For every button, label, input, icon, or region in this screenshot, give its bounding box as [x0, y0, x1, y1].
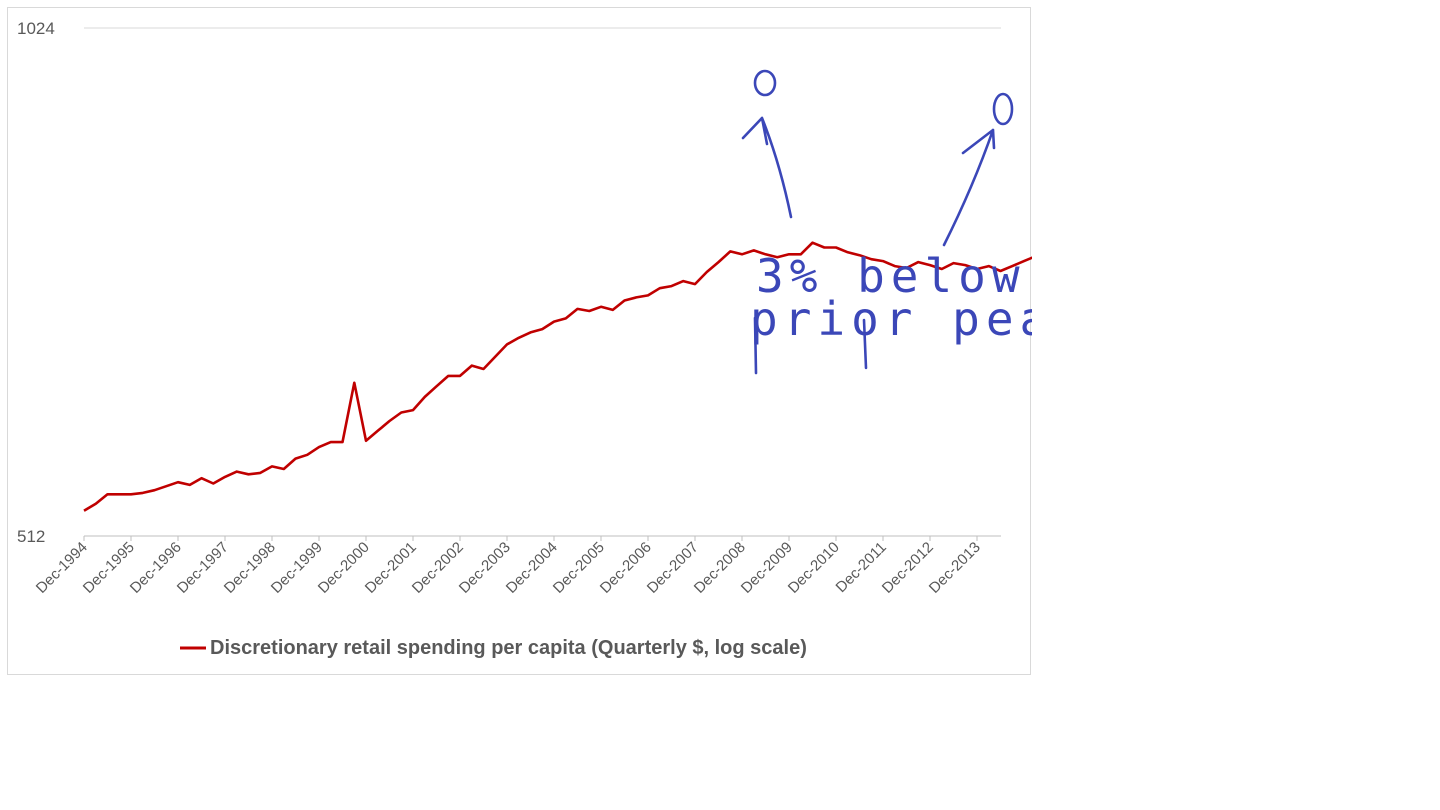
series-line-discretionary-spending — [83, 241, 1032, 512]
series-layer — [83, 241, 1032, 512]
annotation-arrow-left — [741, 116, 793, 219]
annotation-arrow-right — [942, 128, 996, 247]
annotation-circle-2013 — [992, 92, 1014, 126]
annotation-circle-2008 — [753, 69, 777, 97]
x-tick-label: Dec-2013 — [926, 539, 984, 597]
y-tick-label: 1024 — [17, 19, 55, 38]
x-tick-label: Dec-2010 — [785, 539, 843, 597]
x-axis-ticks: Dec-1994Dec-1995Dec-1996Dec-1997Dec-1998… — [33, 536, 984, 597]
legend: Discretionary retail spending per capita… — [180, 637, 807, 659]
annotation-underline-stroke — [753, 316, 868, 375]
chart-svg: 1024 512 Dec-1994Dec-1995Dec-1996Dec-1997… — [17, 19, 1032, 659]
handwritten-annotation — [741, 69, 1014, 375]
y-axis-ticks: 1024 512 — [17, 19, 55, 546]
y-tick-label: 512 — [17, 527, 45, 546]
chart-frame: 1024 512 Dec-1994 Dec-1995 Dec-1996 Dec-1997… — [7, 7, 1032, 675]
annotation-text-line-1: 3% below — [756, 249, 1026, 303]
legend-label: Discretionary retail spending per capita… — [210, 637, 807, 659]
annotation-text-line-2: prior peak — [750, 292, 1032, 346]
